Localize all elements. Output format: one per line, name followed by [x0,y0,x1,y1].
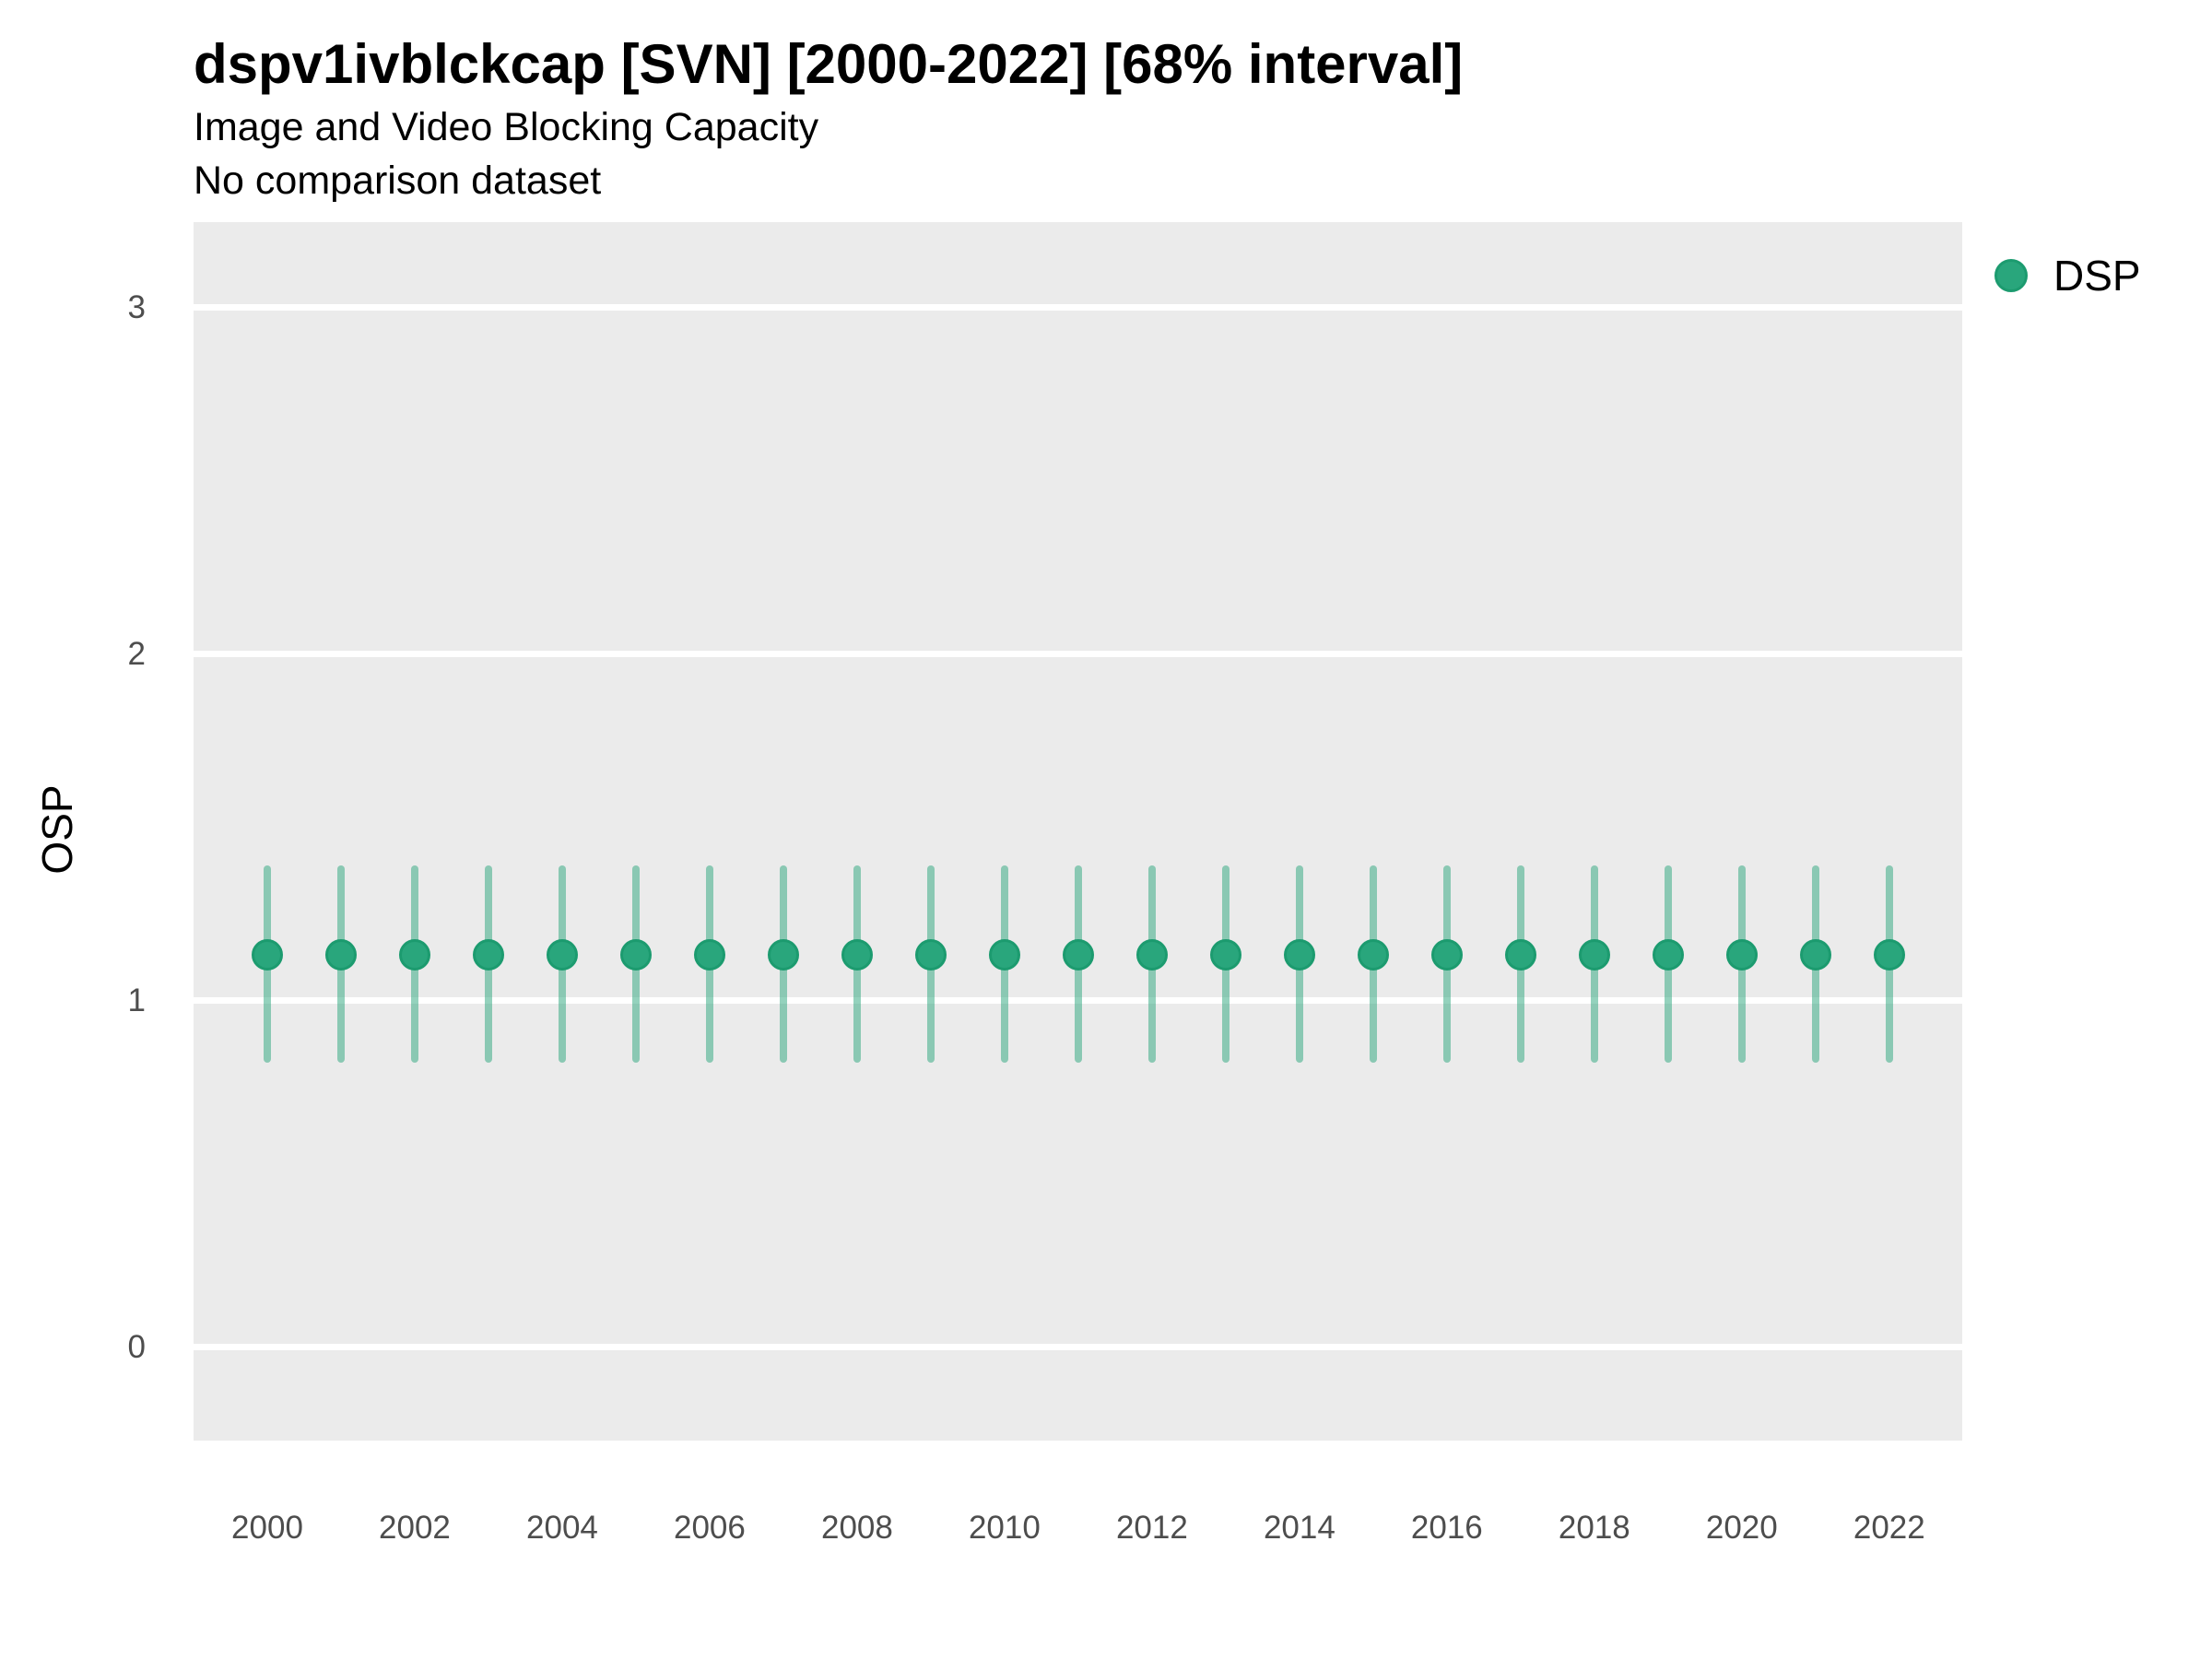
point-estimate-dot [1799,939,1831,971]
point-estimate-dot [251,939,283,971]
y-tick-label: 0 [127,1328,146,1365]
x-tick-label: 2022 [1853,1510,1925,1546]
point-estimate-dot [398,939,430,971]
point-estimate-dot [693,939,725,971]
point-estimate-dot [1209,939,1241,971]
point-estimate-dot [324,939,357,971]
point-estimate-dot [1504,939,1536,971]
point-estimate-dot [1430,939,1463,971]
point-estimate-dot [1357,939,1389,971]
x-tick-label: 2004 [526,1510,598,1546]
x-axis-tick-labels: 2000 2002 2004 2006 2008 2010 2012 2014 2016 2018… [194,1512,1962,1558]
x-tick-label: 2000 [231,1510,303,1546]
x-tick-label: 2012 [1115,1510,1188,1546]
x-tick-label: 2020 [1705,1510,1778,1546]
x-tick-label: 2010 [968,1510,1041,1546]
y-gridline [194,303,1962,311]
point-estimate-dot [1652,939,1684,971]
y-gridline [194,1343,1962,1350]
y-tick-label: 1 [127,982,146,1018]
legend-point-marker-icon [1994,259,2028,292]
x-tick-label: 2014 [1263,1510,1335,1546]
y-tick-label: 3 [127,288,146,325]
legend-series-label: DSP [2053,252,2141,300]
x-tick-label: 2018 [1558,1510,1630,1546]
point-estimate-dot [914,939,947,971]
x-tick-label: 2016 [1410,1510,1483,1546]
y-axis-tick-labels: 3 2 1 0 [0,222,157,1441]
point-estimate-dot [1135,939,1168,971]
point-estimate-dot [546,939,578,971]
chart-subtitle: Image and Video Blocking Capacity [194,105,819,149]
point-estimate-dot [619,939,652,971]
x-tick-label: 2002 [379,1510,451,1546]
point-estimate-dot [472,939,504,971]
y-gridline [194,650,1962,657]
chart-note: No comparison dataset [194,159,602,203]
chart-title: dspv1ivblckcap [SVN] [2000-2022] [68% in… [194,33,1464,95]
point-estimate-dot [1283,939,1315,971]
y-tick-label: 2 [127,635,146,672]
point-estimate-dot [767,939,799,971]
plot-panel [194,222,1962,1441]
x-tick-label: 2006 [674,1510,746,1546]
point-estimate-dot [1873,939,1905,971]
x-tick-label: 2008 [820,1510,893,1546]
point-estimate-dot [1578,939,1610,971]
point-estimate-dot [1062,939,1094,971]
point-estimate-dot [988,939,1020,971]
point-estimate-dot [1725,939,1758,971]
point-estimate-dot [841,939,873,971]
